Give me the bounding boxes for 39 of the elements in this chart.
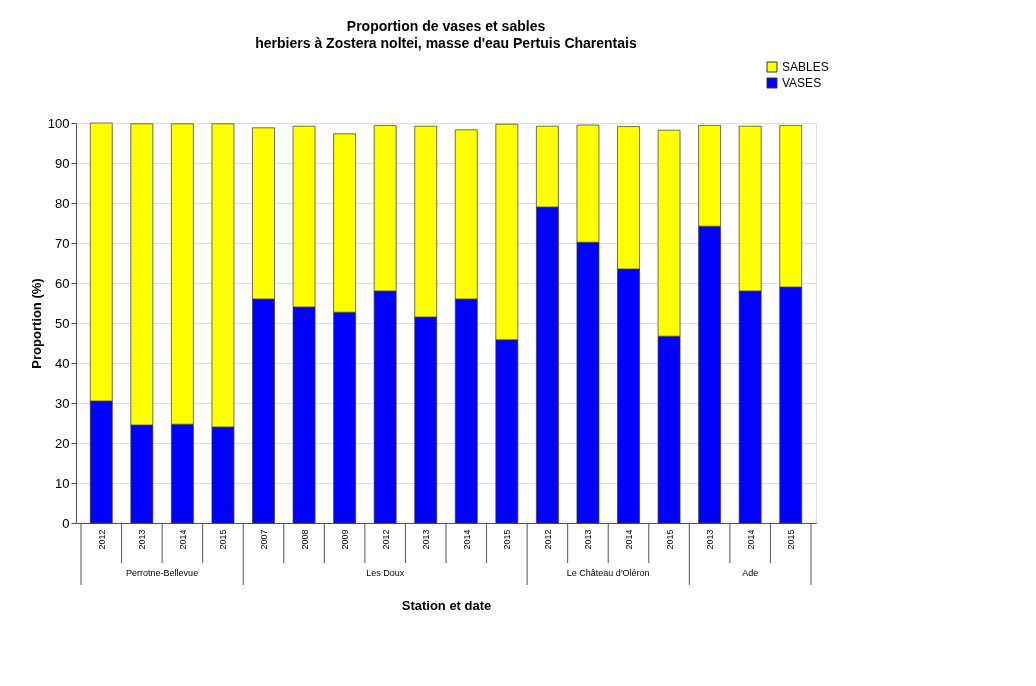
x-tick-label: 2012 — [380, 529, 391, 550]
chart-subtitle: herbiers à Zostera noltei, masse d'eau Pertuis Charentais — [255, 35, 637, 51]
x-tick-label: 2015 — [664, 529, 675, 550]
y-tick-label: 50 — [55, 315, 70, 331]
x-tick-label: 2014 — [745, 529, 756, 550]
text: Les Doux — [366, 568, 405, 578]
y-tick-label: 20 — [55, 435, 70, 451]
x-tick-label: 2013 — [583, 529, 594, 550]
x-tick-label: 2015 — [502, 529, 513, 550]
legend-label: SABLES — [782, 60, 829, 74]
y-tick-label: 100 — [47, 115, 70, 131]
x-tick-label: 2015 — [786, 529, 797, 550]
x-tick-label: 2013 — [705, 529, 716, 550]
x-axis-title: Station et date — [401, 597, 492, 613]
y-axis-title: Proportion (%) — [28, 278, 44, 369]
y-tick-label: 0 — [62, 515, 70, 531]
y-tick-label: 30 — [55, 395, 70, 411]
y-tick-label: 90 — [55, 155, 70, 171]
x-tick-label: 2014 — [624, 529, 634, 550]
x-tick-label: 2009 — [340, 529, 351, 550]
x-tick-label: 2015 — [218, 529, 229, 550]
legend-label: VASES — [782, 76, 822, 90]
x-tick-label: 2013 — [421, 529, 432, 550]
y-tick-label: 60 — [55, 275, 70, 291]
x-tick-label: 2008 — [299, 529, 310, 550]
x-tick-label: 2012 — [542, 529, 553, 550]
text: Ade — [742, 568, 759, 578]
x-tick-label: 2014 — [177, 529, 188, 550]
y-tick-label: 40 — [55, 355, 70, 371]
text: Perrotne-Bellevue — [126, 568, 199, 578]
y-tick-label: 80 — [55, 195, 70, 211]
text: Le Château d'Oléron — [566, 568, 650, 578]
x-tick-label: 2007 — [259, 529, 269, 550]
y-tick-label: 10 — [55, 475, 70, 491]
x-tick-label: 2014 — [461, 529, 472, 550]
x-tick-label: 2013 — [137, 529, 148, 550]
y-tick-label: 70 — [55, 235, 70, 251]
x-tick-label: 2012 — [96, 529, 107, 550]
chart-title: Proportion de vases et sables — [346, 18, 546, 34]
